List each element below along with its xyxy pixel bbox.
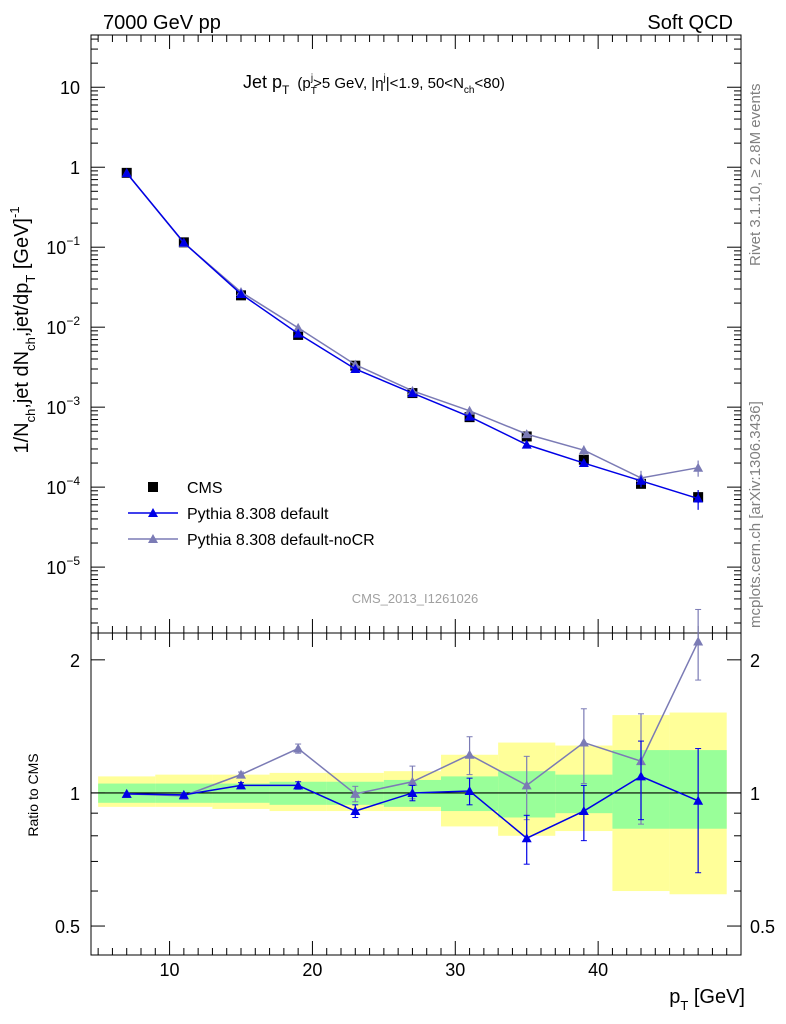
pythia-nocr-data-point (464, 405, 475, 415)
plot-title: Jet pT (pTj>5 GeV, |ηj|<1.9, 50<Nch<80) (243, 72, 505, 97)
pythia-default-data-point (578, 458, 589, 468)
x-tick-label: 10 (160, 960, 180, 980)
pythia-default-data-point (693, 493, 704, 503)
process-label: Soft QCD (647, 12, 733, 34)
y-tick-label: 10−5 (46, 554, 80, 578)
pythia-nocr-ratio-point (350, 788, 361, 798)
mcplots-label: mcplots.cern.ch [arXiv:1306.3436] (747, 401, 764, 628)
legend-entry-label: Pythia 8.308 default-noCR (187, 532, 375, 549)
ratio-y-tick-label: 1 (70, 784, 80, 804)
x-tick-label: 30 (445, 960, 465, 980)
pythia-nocr-data-point (693, 462, 704, 472)
y-tick-label: 10−3 (46, 394, 80, 418)
y-tick-label: 10−4 (46, 474, 80, 498)
pythia-default-data-point (464, 411, 475, 421)
pythia-default-ratio-point (521, 833, 532, 843)
legend-entry-label: CMS (187, 480, 223, 497)
beam-label: 7000 GeV pp (103, 12, 221, 34)
pythia-nocr-ratio-point (693, 636, 704, 646)
ratio-y-tick-label-right: 0.5 (750, 917, 775, 937)
ratio-y-tick-label: 2 (70, 651, 80, 671)
pythia-default-data-point (521, 439, 532, 449)
pythia-nocr-ratio-point (407, 776, 418, 786)
pythia-default-data-point (350, 363, 361, 373)
pythia-default-line (126, 172, 699, 500)
pythia-default-data-point (178, 237, 189, 247)
legend: CMS Pythia 8.308 default Pythia 8.308 defa… (128, 480, 375, 549)
pythia-nocr-data-point (521, 429, 532, 439)
pythia-nocr-ratio-point (578, 737, 589, 747)
ratio-y-tick-label-right: 1 (750, 784, 760, 804)
rivet-label: Rivet 3.1.10, ≥ 2.8M events (747, 84, 764, 267)
y-tick-label: 10−1 (46, 234, 80, 258)
pythia-default-ratio-point (236, 780, 246, 790)
y-tick-label: 10−2 (46, 314, 80, 338)
pythia-nocr-line (126, 172, 699, 479)
pythia-default-ratio-point (464, 786, 475, 796)
pythia-default-ratio-point (407, 787, 418, 797)
pythia-nocr-ratio-point (293, 743, 304, 753)
main-plot-area: 10 1 10−1 10−2 10−3 10−4 10−5 (46, 34, 742, 634)
legend-nocr-marker (148, 534, 158, 543)
pythia-default-ratio-point (350, 806, 361, 816)
pythia-default-data-point (121, 168, 132, 178)
ratio-y-tick-label: 0.5 (55, 917, 80, 937)
legend-default-marker (148, 508, 158, 517)
pythia-default-ratio-point (636, 771, 646, 781)
pythia-default-ratio-point (293, 780, 304, 790)
pythia-default-data-point (407, 388, 418, 398)
pythia-nocr-ratio-point (521, 780, 532, 790)
y-tick-label: 1 (70, 158, 80, 178)
ratio-y-axis-label: Ratio to CMS (25, 753, 41, 836)
analysis-id-label: CMS_2013_I1261026 (352, 591, 479, 606)
pythia-default-ratio-point (578, 806, 589, 816)
pythia-nocr-ratio-point (464, 749, 475, 759)
pythia-default-ratio-point (121, 788, 132, 798)
pythia-nocr-data-point (578, 445, 589, 455)
pythia-default-ratio-point (178, 789, 189, 799)
pythia-default-data-point (636, 475, 646, 485)
y-axis-label: 1/Nch,jet dNch,jet/dpT [GeV]-1 (7, 206, 38, 453)
pythia-default-ratio-point (693, 795, 704, 805)
x-tick-label: 20 (302, 960, 322, 980)
x-axis-label: pT [GeV] (669, 986, 745, 1013)
pythia-default-data-point (293, 328, 304, 338)
ratio-y-tick-label-right: 2 (750, 651, 760, 671)
y-tick-label: 10 (60, 78, 80, 98)
ratio-frame (90, 632, 742, 956)
legend-entry-label: Pythia 8.308 default (187, 506, 329, 523)
legend-cms-marker (148, 482, 158, 492)
ratio-plot-area: 10 20 30 40 0.5 0.5 1 1 2 2 (55, 608, 775, 980)
x-tick-label: 40 (588, 960, 608, 980)
pythia-default-data-point (236, 288, 246, 298)
pythia-nocr-ratio-point (236, 769, 246, 779)
pythia-nocr-data-point (293, 322, 304, 332)
